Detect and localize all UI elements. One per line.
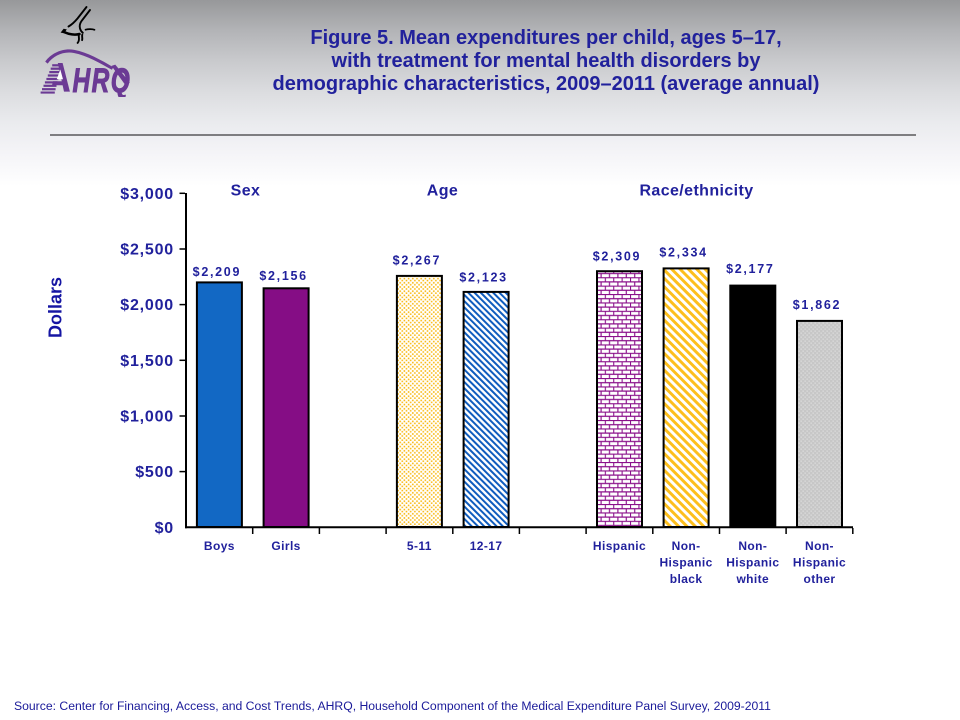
svg-text:Age: Age: [427, 183, 458, 200]
svg-text:$3,000: $3,000: [120, 186, 174, 203]
svg-text:$2,000: $2,000: [120, 297, 174, 314]
svg-text:$2,334: $2,334: [659, 246, 707, 260]
svg-text:Boys: Boys: [204, 539, 235, 553]
svg-text:$1,862: $1,862: [793, 298, 841, 312]
svg-text:$2,500: $2,500: [120, 242, 174, 259]
svg-text:Hispanic: Hispanic: [593, 539, 646, 553]
svg-text:$500: $500: [135, 464, 174, 481]
svg-text:Sex: Sex: [231, 183, 261, 200]
svg-text:$2,123: $2,123: [459, 270, 507, 284]
svg-text:12-17: 12-17: [470, 539, 503, 553]
svg-text:Hispanic: Hispanic: [659, 556, 712, 570]
svg-text:$2,267: $2,267: [393, 253, 441, 267]
svg-text:other: other: [804, 572, 836, 586]
svg-text:black: black: [670, 572, 703, 586]
svg-text:Dollars: Dollars: [46, 277, 66, 338]
svg-text:$2,156: $2,156: [259, 269, 307, 283]
svg-text:$1,500: $1,500: [120, 353, 174, 370]
svg-text:HRQ: HRQ: [73, 62, 132, 97]
svg-text:Non-: Non-: [672, 539, 701, 553]
svg-text:Non-: Non-: [805, 539, 834, 553]
svg-text:Non-: Non-: [738, 539, 767, 553]
svg-text:5-11: 5-11: [407, 539, 432, 553]
svg-text:$2,309: $2,309: [593, 249, 641, 263]
svg-text:Hispanic: Hispanic: [726, 556, 779, 570]
svg-text:$2,209: $2,209: [193, 265, 241, 279]
svg-text:Girls: Girls: [271, 539, 300, 553]
svg-text:white: white: [735, 572, 769, 586]
svg-text:Race/ethnicity: Race/ethnicity: [639, 183, 753, 200]
svg-text:$1,000: $1,000: [120, 409, 174, 426]
svg-text:Hispanic: Hispanic: [793, 556, 846, 570]
svg-text:$0: $0: [155, 520, 174, 537]
svg-text:$2,177: $2,177: [726, 262, 774, 276]
